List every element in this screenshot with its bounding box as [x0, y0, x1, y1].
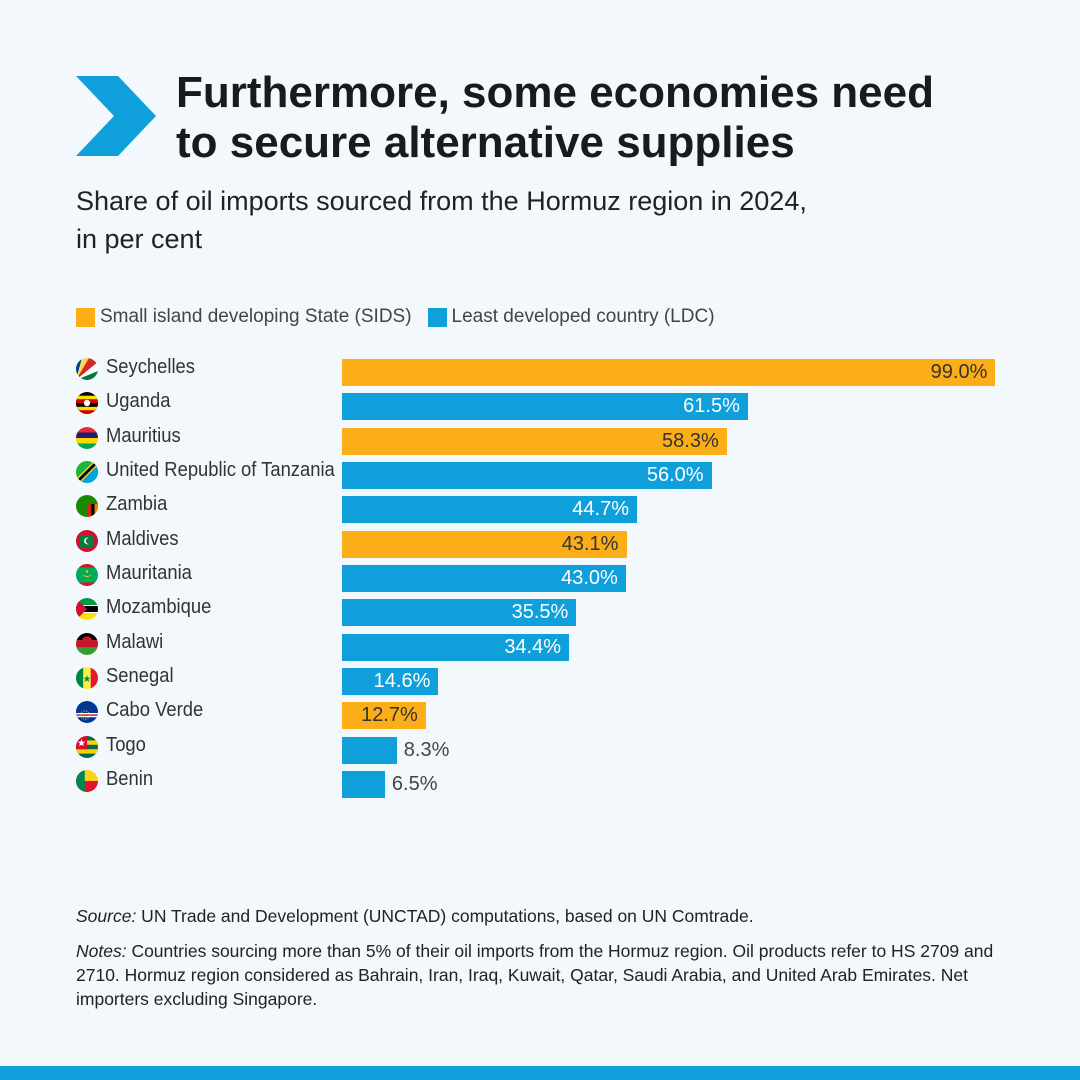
benin-flag-icon	[76, 770, 98, 792]
bar-united-republic-of-tanzania	[342, 462, 712, 489]
legend-item-sids: Small island developing State (SIDS)	[76, 306, 412, 328]
bar-seychelles	[342, 359, 996, 386]
bar-malawi	[342, 634, 569, 661]
notes-label: Notes:	[76, 941, 127, 961]
category-label: Uganda	[106, 390, 171, 412]
category-label: Senegal	[106, 665, 174, 687]
bar-mauritius	[342, 428, 727, 455]
legend-label-sids: Small island developing State (SIDS)	[100, 306, 412, 327]
chart-legend: Small island developing State (SIDS) Lea…	[76, 306, 731, 328]
category-label: Mauritania	[106, 562, 192, 584]
data-label: 34.4%	[504, 636, 562, 658]
senegal-flag-icon	[76, 667, 98, 689]
malawi-flag-icon	[76, 633, 98, 655]
bar-senegal	[342, 668, 439, 695]
category-label: Maldives	[106, 528, 179, 550]
notes-body: Countries sourcing more than 5% of their…	[76, 941, 994, 1009]
mauritius-flag-icon	[76, 427, 98, 449]
bar-togo	[342, 737, 397, 764]
source-label: Source:	[76, 906, 137, 926]
legend-swatch-sids	[76, 307, 95, 327]
category-label: Benin	[106, 768, 154, 790]
data-label: 43.1%	[561, 533, 619, 555]
subtitle-line-1: Share of oil imports sourced from the Ho…	[76, 186, 807, 216]
data-label: 61.5%	[683, 395, 740, 417]
zambia-flag-icon	[76, 495, 98, 517]
cabo-verde-flag-icon	[76, 701, 98, 723]
page-title: Furthermore, some economies need to secu…	[176, 68, 1036, 168]
title-line-2: to secure alternative supplies	[176, 118, 795, 167]
data-label: 8.3%	[403, 739, 450, 761]
bar-cabo-verde	[342, 702, 426, 729]
category-label: Seychelles	[106, 356, 195, 378]
notes-text: Notes: Countries sourcing more than 5% o…	[76, 939, 1006, 1011]
category-label: Cabo Verde	[106, 699, 204, 721]
chevron-icon	[76, 76, 156, 156]
seychelles-flag-icon	[76, 358, 98, 380]
data-label: 12.7%	[361, 704, 418, 726]
data-label: 44.7%	[572, 498, 630, 520]
legend-swatch-ldc	[427, 307, 447, 327]
data-label: 56.0%	[646, 464, 704, 486]
mauritania-flag-icon	[76, 564, 98, 586]
chart-subtitle: Share of oil imports sourced from the Ho…	[76, 182, 976, 258]
bar-maldives	[342, 531, 627, 558]
category-label: Mauritius	[106, 425, 181, 447]
togo-flag-icon	[76, 736, 98, 758]
bar-mozambique	[342, 599, 577, 626]
bar-zambia	[342, 496, 637, 523]
tanzania-flag-icon	[76, 461, 98, 483]
title-line-1: Furthermore, some economies need	[176, 68, 934, 117]
maldives-flag-icon	[76, 530, 98, 552]
data-label: 14.6%	[373, 670, 431, 692]
legend-label-ldc: Least developed country (LDC)	[451, 306, 715, 327]
source-text: UN Trade and Development (UNCTAD) comput…	[136, 906, 754, 926]
category-label: Togo	[106, 734, 146, 756]
data-label: 43.0%	[561, 567, 618, 589]
bar-benin	[342, 771, 385, 798]
source-note: Source: UN Trade and Development (UNCTAD…	[76, 904, 1006, 928]
category-label: United Republic of Tanzania	[106, 459, 335, 481]
category-label: Zambia	[106, 493, 168, 515]
category-label: Mozambique	[106, 596, 212, 618]
bottom-accent-band	[0, 1066, 1080, 1080]
uganda-flag-icon	[76, 392, 98, 414]
legend-item-ldc: Least developed country (LDC)	[427, 306, 715, 328]
bar-uganda	[342, 393, 748, 420]
data-label: 6.5%	[391, 773, 438, 795]
data-label: 99.0%	[930, 361, 988, 383]
subtitle-line-2: in per cent	[76, 224, 203, 254]
category-label: Malawi	[106, 631, 164, 653]
bar-mauritania	[342, 565, 626, 592]
data-label: 58.3%	[662, 430, 719, 452]
data-label: 35.5%	[511, 601, 569, 623]
mozambique-flag-icon	[76, 598, 98, 620]
